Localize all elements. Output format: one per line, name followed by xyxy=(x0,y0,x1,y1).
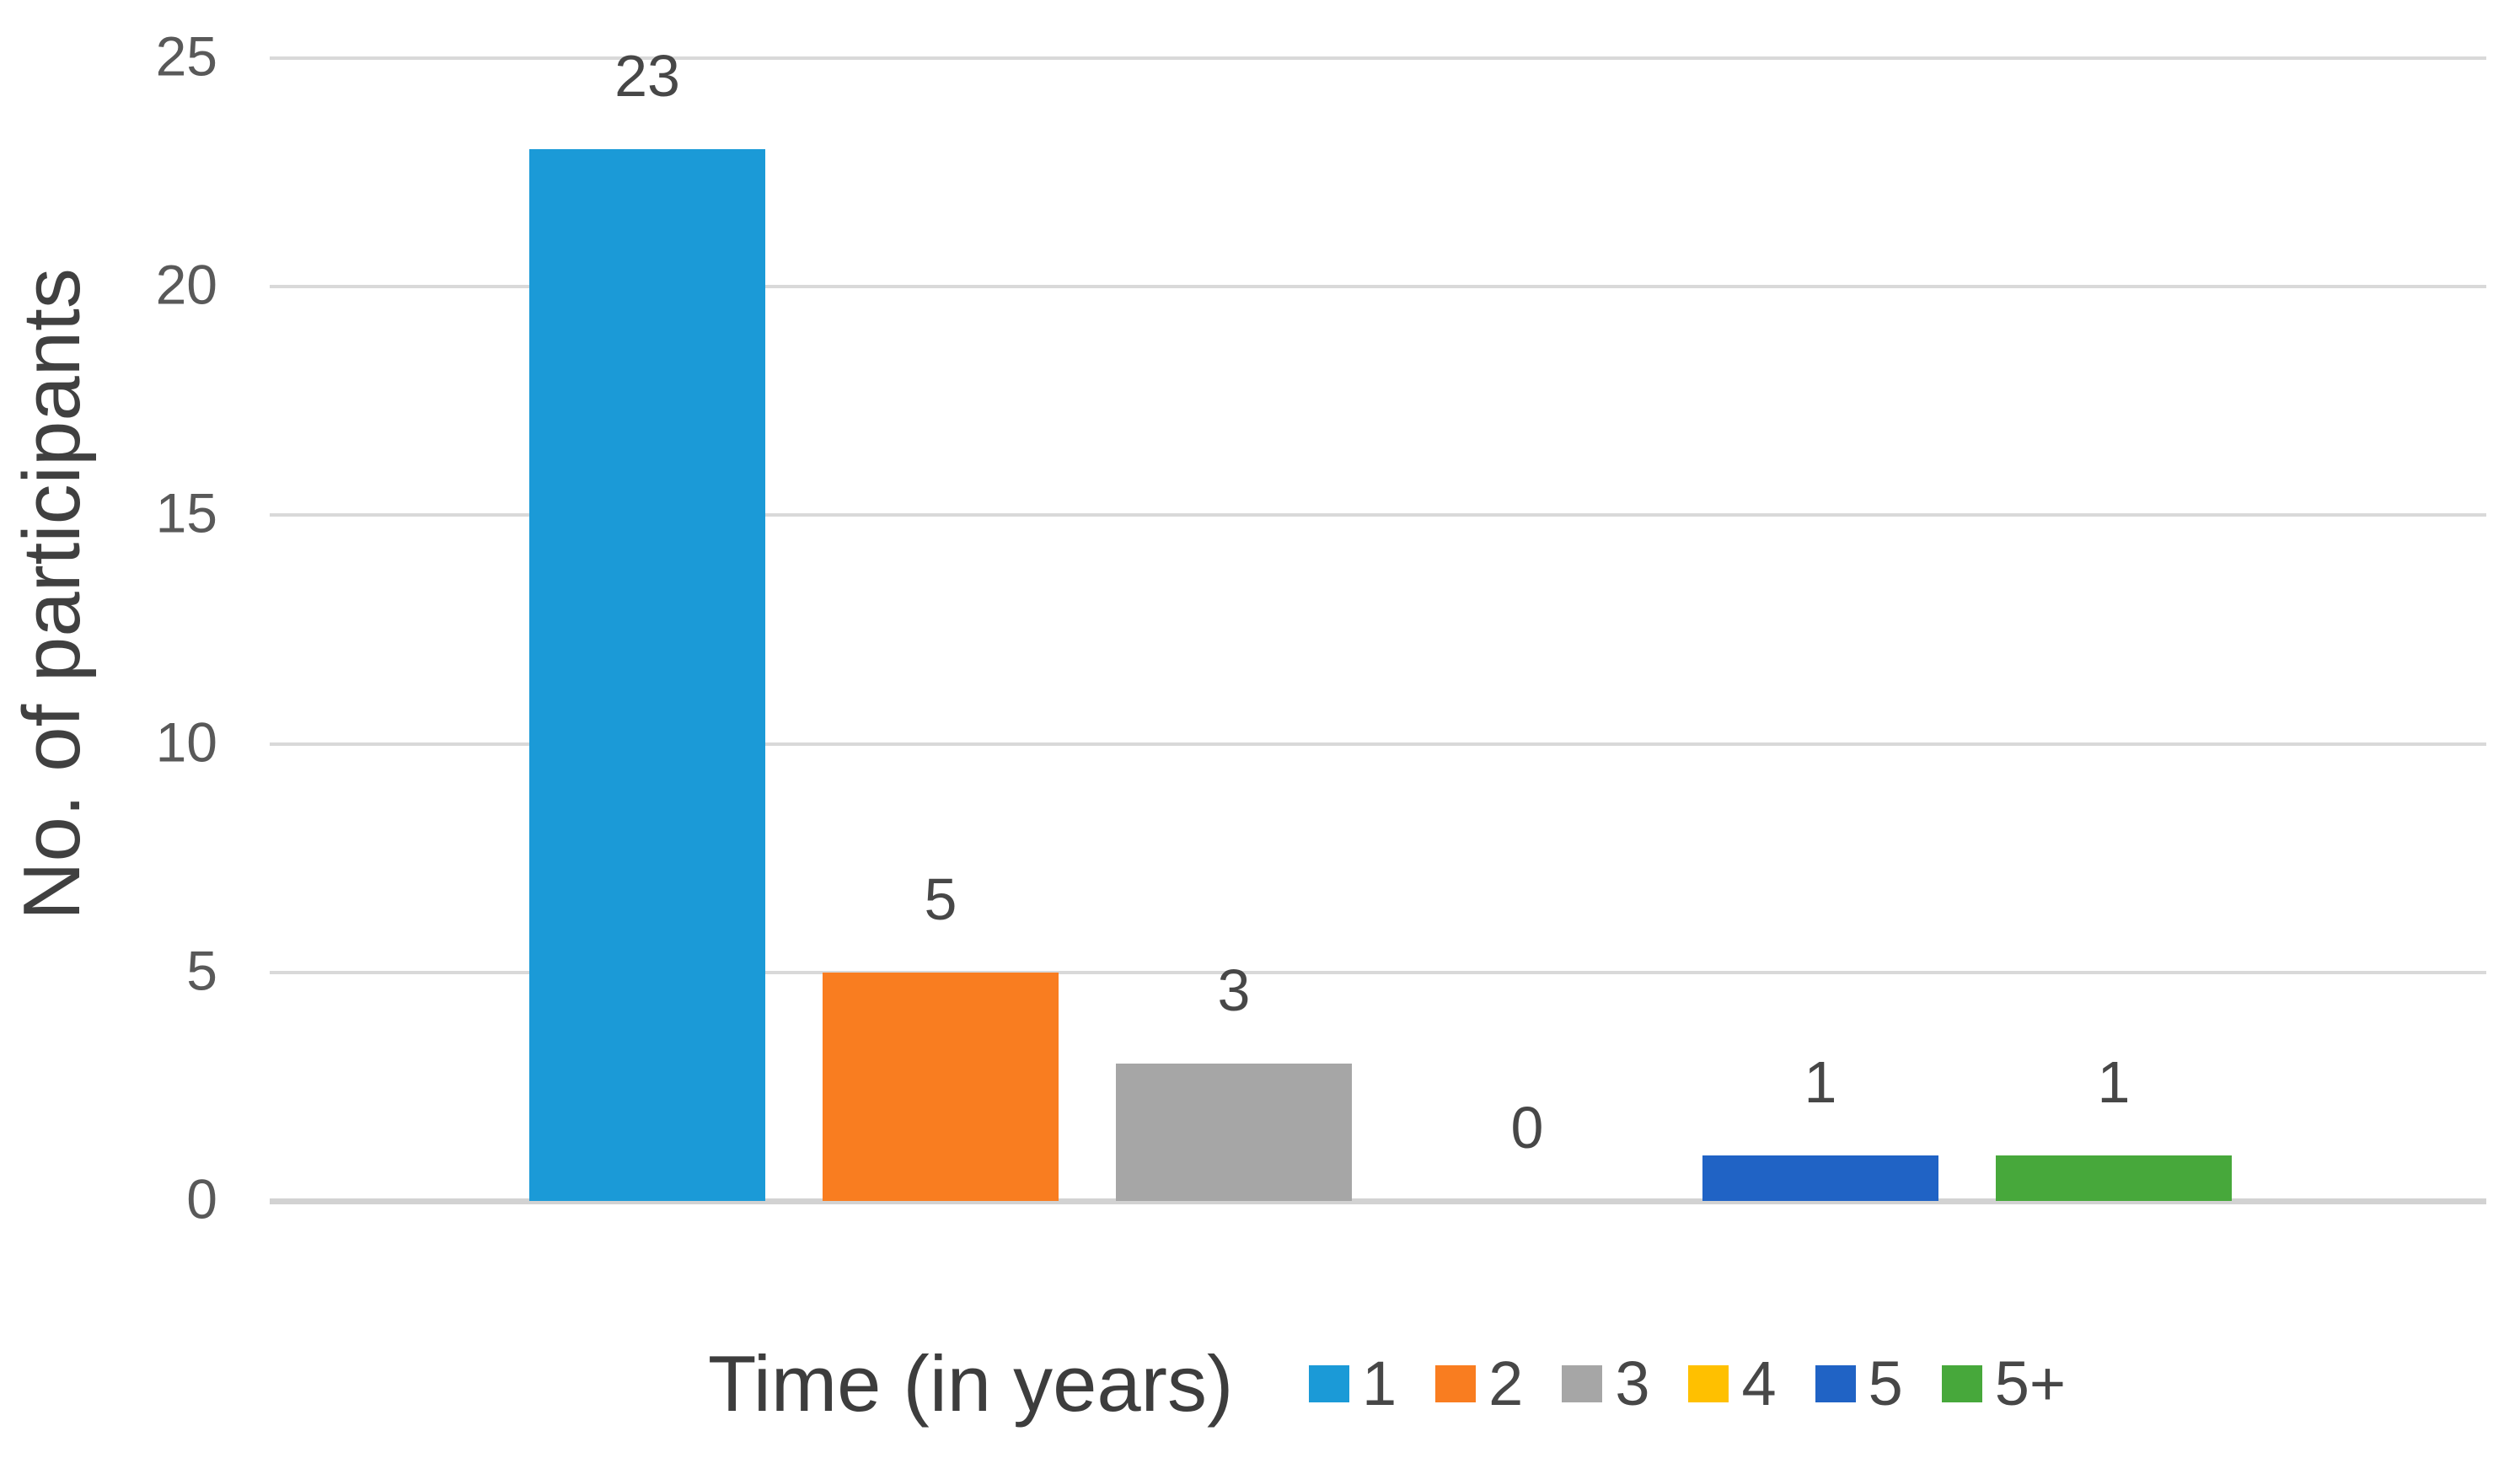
value-label-2: 5 xyxy=(924,866,957,932)
gridline-20 xyxy=(270,285,2486,289)
legend-item-1: 1 xyxy=(1309,1353,1397,1415)
legend-label-2: 2 xyxy=(1488,1348,1524,1418)
value-label-4: 0 xyxy=(1510,1095,1544,1161)
chart-footer: Time (in years) 1 2 3 4 5 5+ xyxy=(708,1332,2066,1436)
y-tick-label-5: 5 xyxy=(186,939,217,1002)
bar-1 xyxy=(529,149,765,1201)
legend-item-5-plus: 5+ xyxy=(1941,1348,2067,1418)
bar-2 xyxy=(823,973,1059,1201)
legend-item-3: 3 xyxy=(1562,1353,1649,1415)
legend-label-5: 5 xyxy=(1868,1348,1903,1418)
gridline-5 xyxy=(270,970,2486,974)
legend-swatch-1 xyxy=(1309,1365,1349,1402)
y-tick-label-20: 20 xyxy=(155,253,217,316)
legend-swatch-5 xyxy=(1815,1365,1856,1402)
legend-swatch-5-plus xyxy=(1941,1365,1982,1402)
y-tick-label-15: 15 xyxy=(155,481,217,544)
x-axis-line xyxy=(270,1198,2486,1204)
legend: 1 2 3 4 5 5+ xyxy=(1309,1353,2066,1415)
y-tick-label-10: 10 xyxy=(155,710,217,773)
legend-label-1: 1 xyxy=(1362,1348,1397,1418)
legend-label-3: 3 xyxy=(1615,1348,1650,1418)
legend-item-5: 5 xyxy=(1815,1353,1903,1415)
bar-3 xyxy=(1116,1064,1352,1201)
value-label-3: 3 xyxy=(1217,957,1251,1023)
legend-item-2: 2 xyxy=(1435,1353,1523,1415)
value-label-5-plus: 1 xyxy=(2097,1049,2131,1115)
legend-swatch-2 xyxy=(1435,1365,1477,1402)
y-axis-title: No. of participants xyxy=(7,268,97,920)
x-axis-title: Time (in years) xyxy=(708,1339,1234,1428)
bar-5 xyxy=(1702,1155,1938,1201)
value-label-5: 1 xyxy=(1804,1049,1837,1115)
bar-5-plus xyxy=(1996,1155,2232,1201)
y-tick-label-25: 25 xyxy=(155,24,217,88)
legend-label-4: 4 xyxy=(1741,1348,1777,1418)
legend-swatch-3 xyxy=(1562,1365,1603,1402)
gridline-25 xyxy=(270,56,2486,60)
value-label-1: 23 xyxy=(614,43,680,109)
gridline-15 xyxy=(270,513,2486,517)
legend-item-4: 4 xyxy=(1688,1348,1777,1418)
legend-swatch-4 xyxy=(1688,1365,1729,1402)
y-tick-label-0: 0 xyxy=(186,1167,217,1230)
gridline-10 xyxy=(270,742,2486,746)
legend-label-5-plus: 5+ xyxy=(1994,1348,2067,1418)
